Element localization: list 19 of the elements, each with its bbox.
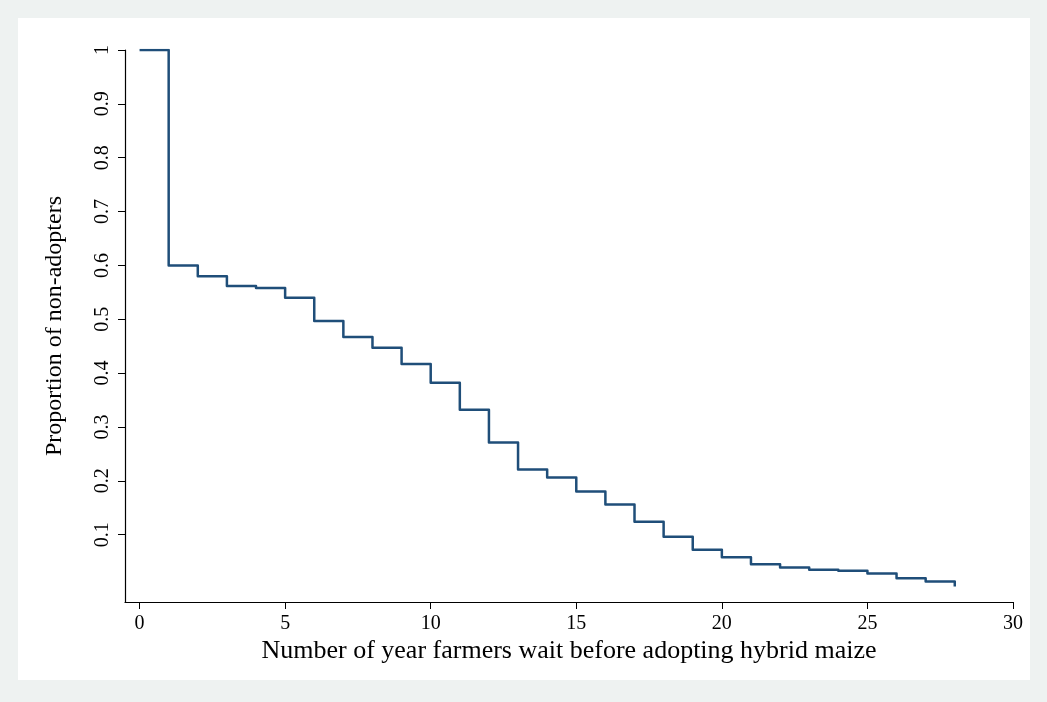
y-axis-title: Proportion of non-adopters (40, 196, 66, 456)
x-tick-label: 5 (280, 611, 291, 633)
x-tick-label: 0 (134, 611, 145, 633)
y-tick-label: 0.8 (90, 145, 112, 171)
y-tick-label: 0.2 (90, 468, 112, 494)
x-tick-label: 10 (420, 611, 441, 633)
y-tick-label: 0.1 (90, 522, 112, 548)
x-tick-label: 20 (711, 611, 732, 633)
x-tick-label: 30 (1003, 611, 1023, 633)
y-tick-label: 0.4 (90, 360, 112, 386)
x-tick-label: 25 (857, 611, 878, 633)
y-tick-label: 0.6 (90, 252, 112, 278)
y-tick-label: 0.9 (90, 91, 112, 117)
y-tick-label: 0.3 (90, 414, 112, 440)
x-axis-title: Number of year farmers wait before adopting hybrid maize (261, 635, 877, 665)
x-tick-label: 15 (566, 611, 587, 633)
y-tick-label: 1 (90, 45, 112, 55)
y-tick-label: 0.5 (90, 306, 112, 332)
y-tick-label: 0.7 (90, 199, 112, 225)
